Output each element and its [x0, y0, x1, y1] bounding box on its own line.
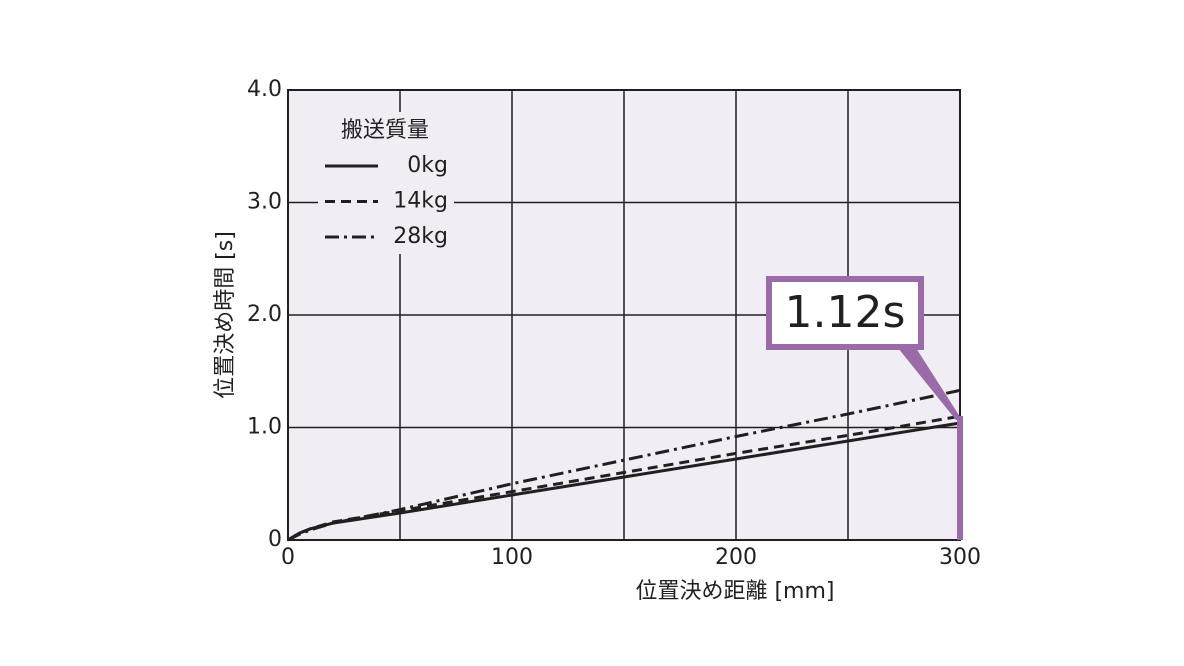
y-tick-label: 0 [268, 527, 282, 552]
plot-frame [287, 89, 961, 541]
annotation-box [766, 276, 924, 350]
x-axis-label: 位置決め距離 [mm] [635, 579, 834, 604]
legend-label: 14kg [393, 189, 448, 214]
y-tick-label: 1.0 [247, 415, 282, 440]
x-tick-label: 200 [715, 545, 757, 570]
x-tick-label: 100 [491, 545, 533, 570]
annotation-text: 1.12s [785, 287, 906, 338]
y-tick-label: 4.0 [247, 77, 282, 102]
legend-label: 28kg [393, 224, 448, 249]
y-tick-label: 2.0 [247, 302, 282, 327]
legend-title: 搬送質量 [341, 118, 429, 143]
legend-box [318, 112, 454, 254]
y-tick-label: 3.0 [247, 190, 282, 215]
y-axis-label: 位置決め時間 [s] [213, 231, 238, 399]
series-line [287, 414, 961, 542]
x-tick-label: 0 [281, 545, 295, 570]
annotation-pointer [898, 348, 962, 420]
x-tick-label: 300 [939, 545, 981, 570]
legend-label: 0kg [407, 153, 448, 178]
series-line [287, 388, 961, 542]
